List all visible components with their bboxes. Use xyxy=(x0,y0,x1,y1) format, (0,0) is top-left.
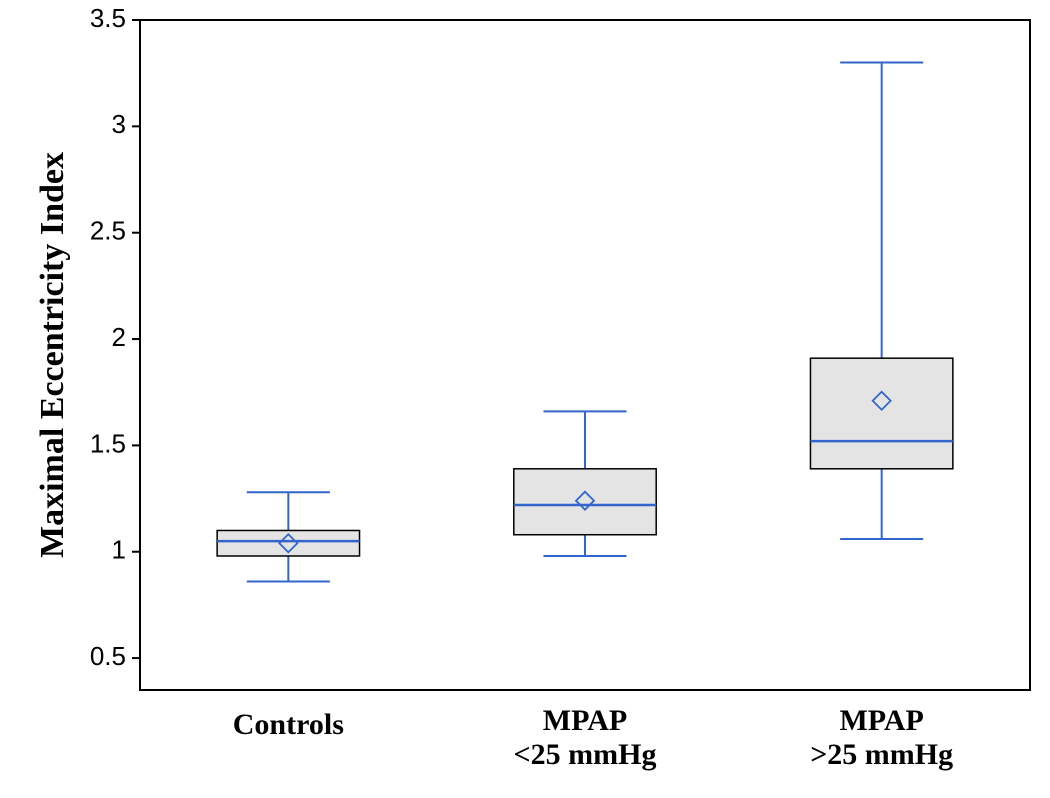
box xyxy=(514,469,656,535)
x-tick-label-line1: MPAP xyxy=(839,704,923,737)
y-tick-label: 1 xyxy=(112,535,126,565)
y-tick-label: 3.5 xyxy=(90,3,126,33)
y-tick-label: 3 xyxy=(112,109,126,139)
x-tick-label: Controls xyxy=(233,708,344,741)
x-tick-label-line2: <25 mmHg xyxy=(514,738,657,771)
boxplot-chart: 0.5 1 1.5 2 2.5 3 3.5 Maximal Eccentricity Inde… xyxy=(0,0,1050,798)
x-tick-label-line2: >25 mmHg xyxy=(810,738,953,771)
y-tick-label: 1.5 xyxy=(90,428,126,458)
y-tick-label: 2.5 xyxy=(90,216,126,246)
y-tick-label: 2 xyxy=(112,322,126,352)
x-tick-label-line1: MPAP xyxy=(543,704,627,737)
y-tick-label: 0.5 xyxy=(90,641,126,671)
box xyxy=(810,358,952,469)
y-axis-label: Maximal Eccentricity Index xyxy=(34,152,71,558)
